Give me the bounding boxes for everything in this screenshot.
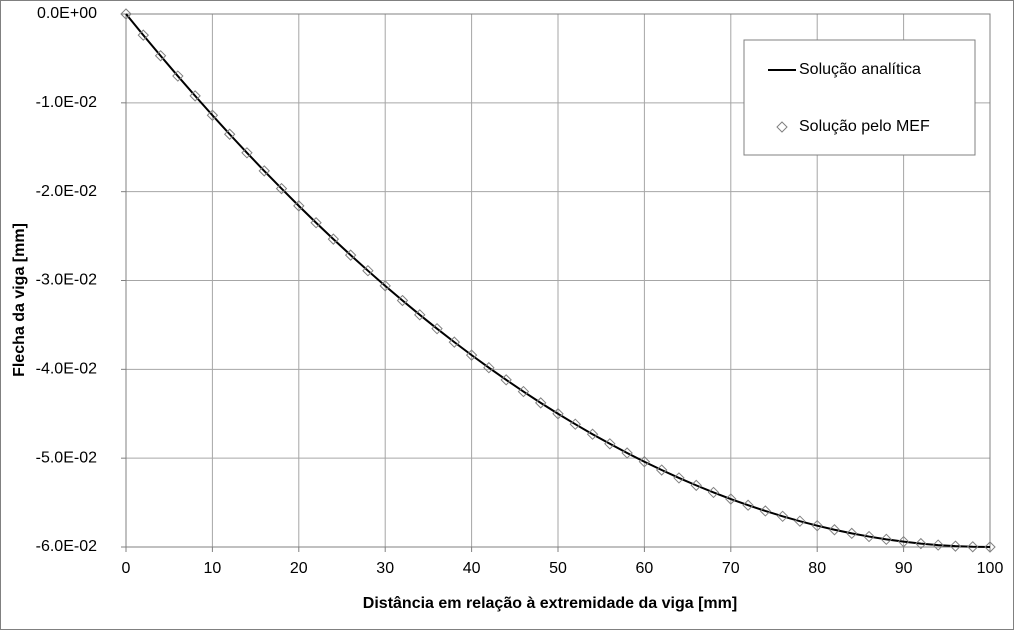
fem-marker: [967, 541, 979, 553]
y-tick-label: -6.0E-02: [36, 538, 97, 555]
x-tick-label: 30: [376, 560, 394, 577]
fem-marker: [552, 408, 564, 420]
x-tick-label: 100: [977, 560, 1004, 577]
x-tick-label: 50: [549, 560, 567, 577]
fem-marker: [223, 128, 236, 140]
fem-marker: [362, 264, 374, 277]
fem-marker: [310, 217, 322, 229]
fem-marker: [655, 464, 668, 476]
y-tick-label: -1.0E-02: [36, 94, 97, 111]
fem-marker: [794, 515, 806, 527]
legend-marker: [776, 121, 788, 133]
fem-marker: [915, 537, 927, 550]
x-tick-label: 60: [636, 560, 654, 577]
fem-marker: [172, 70, 184, 82]
fem-marker: [137, 29, 149, 41]
fem-marker: [465, 349, 478, 361]
fem-marker: [828, 524, 841, 536]
fem-marker: [569, 418, 581, 430]
fem-marker: [535, 397, 547, 409]
fem-marker: [604, 438, 616, 450]
fem-marker: [431, 322, 443, 335]
fem-marker: [725, 493, 737, 505]
y-tick-label: -5.0E-02: [36, 449, 97, 466]
x-tick-label: 0: [122, 560, 131, 577]
x-tick-label: 90: [895, 560, 913, 577]
fem-marker: [206, 109, 219, 121]
fem-marker: [586, 428, 599, 440]
fem-marker: [811, 519, 823, 532]
analytic-line: [125, 13, 991, 548]
fem-marker: [448, 336, 461, 348]
fem-marker: [414, 309, 426, 321]
x-tick-label: 20: [290, 560, 308, 577]
fem-marker: [500, 374, 512, 386]
fem-marker: [863, 530, 875, 543]
fem-marker: [483, 361, 495, 374]
fem-marker: [776, 510, 789, 523]
fem-marker: [154, 50, 167, 62]
fem-marker: [846, 527, 858, 540]
fem-marker: [241, 147, 253, 159]
fem-marker: [949, 540, 962, 552]
fem-marker: [673, 472, 685, 484]
fem-marker: [379, 280, 391, 292]
legend-box: [743, 39, 976, 156]
fem-marker: [327, 233, 340, 245]
fem-marker: [690, 479, 702, 492]
legend-label: Solução analítica: [799, 61, 921, 78]
y-tick-label: -3.0E-02: [36, 272, 97, 289]
fem-marker: [344, 249, 357, 261]
fem-marker: [396, 294, 409, 307]
fem-marker: [258, 165, 270, 177]
fem-marker: [707, 486, 720, 499]
x-axis-title: Distância em relação à extremidade da vi…: [363, 595, 737, 612]
x-tick-label: 10: [204, 560, 222, 577]
fem-marker: [621, 447, 633, 459]
x-tick-label: 70: [722, 560, 740, 577]
fem-marker: [742, 499, 754, 511]
fem-marker: [984, 541, 996, 553]
y-tick-label: -2.0E-02: [36, 183, 97, 200]
fem-marker: [275, 182, 288, 195]
fem-marker: [759, 505, 772, 517]
fem-marker: [517, 385, 530, 398]
fem-marker: [293, 200, 305, 212]
fem-marker: [897, 535, 910, 548]
fem-marker: [189, 90, 201, 102]
fem-marker: [880, 533, 893, 546]
y-axis-title: Flecha da viga [mm]: [11, 223, 28, 377]
legend-label: Solução pelo MEF: [799, 118, 930, 135]
plot-border: [125, 13, 991, 548]
y-tick-label: -4.0E-02: [36, 361, 97, 378]
fem-marker: [932, 539, 944, 551]
fem-marker: [120, 8, 132, 20]
x-tick-label: 80: [808, 560, 826, 577]
y-tick-label: 0.0E+00: [37, 5, 97, 22]
fem-marker: [638, 456, 651, 468]
x-tick-label: 40: [463, 560, 481, 577]
